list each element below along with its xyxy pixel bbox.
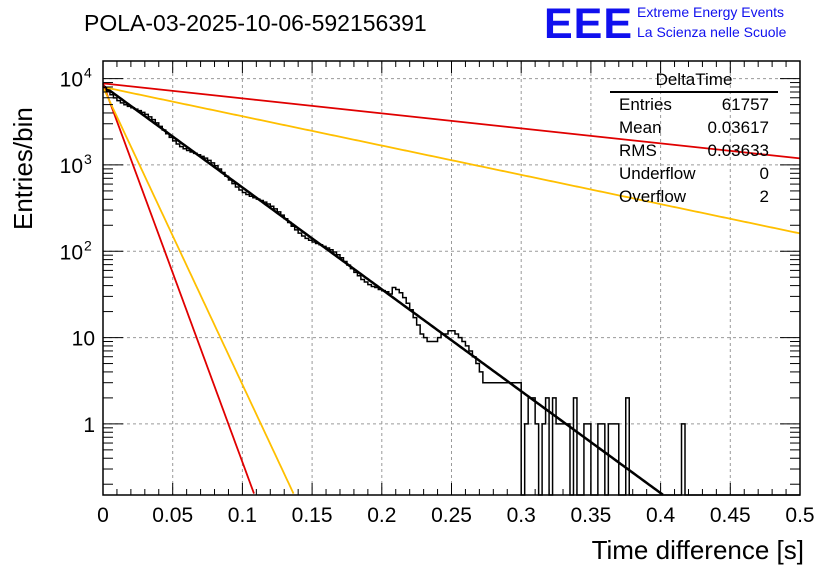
x-tick-label: 0.4 [646, 504, 676, 527]
stats-row: Underflow 0 [612, 162, 776, 185]
x-tick-label: 0.05 [152, 504, 193, 527]
curve-slow-red [102, 82, 801, 160]
curve-slow-yellow [102, 86, 801, 235]
eee-logo: EEE [544, 0, 634, 48]
y-tick-label: 1 [83, 414, 95, 437]
y-tick-exponent: 3 [84, 151, 92, 167]
logo-line-2: La Scienza nelle Scuole [637, 24, 787, 40]
stats-value: 61757 [721, 95, 769, 114]
logo-line-1: Extreme Energy Events [637, 4, 785, 20]
curve-fast-yellow [102, 86, 295, 494]
chart-title: POLA-03-2025-10-06-592156391 [84, 10, 427, 36]
y-tick-exponent: 2 [84, 237, 92, 253]
curve-fast-red [102, 83, 255, 494]
grid-lines [103, 61, 800, 495]
stats-value: 0 [759, 164, 769, 183]
stats-label: Mean [619, 118, 662, 137]
stats-row: Overflow 2 [612, 185, 776, 208]
stats-row: RMS 0.03633 [612, 139, 776, 162]
x-tick-label: 0.1 [228, 504, 257, 527]
x-tick-label: 0.15 [292, 504, 333, 527]
stats-title: DeltaTime [610, 70, 778, 93]
x-tick-label: 0.2 [367, 504, 396, 527]
axis-ticks [102, 61, 801, 495]
x-tick-label: 0.3 [507, 504, 536, 527]
x-tick-label: 0.35 [570, 504, 611, 527]
y-axis-label: Entries/bin [8, 107, 38, 230]
y-tick-label: 10 [60, 69, 83, 92]
x-tick-label: 0 [97, 504, 109, 527]
x-tick-label: 0.45 [710, 504, 751, 527]
stats-label: RMS [619, 141, 657, 160]
y-tick-label: 10 [72, 328, 95, 351]
stats-label: Entries [619, 95, 672, 114]
stats-box: DeltaTime Entries 61757 Mean 0.03617 RMS… [610, 70, 778, 208]
stats-value: 2 [759, 187, 769, 206]
x-axis-label: Time difference [s] [591, 535, 804, 565]
y-tick-label: 10 [60, 155, 83, 178]
stats-row: Entries 61757 [612, 93, 776, 116]
x-tick-label: 0.25 [431, 504, 472, 527]
stats-row: Mean 0.03617 [612, 116, 776, 139]
stats-value: 0.03617 [707, 118, 769, 137]
stats-value: 0.03633 [707, 141, 769, 160]
stats-label: Overflow [619, 187, 687, 206]
stats-label: Underflow [619, 164, 696, 183]
y-tick-exponent: 4 [84, 65, 92, 81]
y-tick-label: 10 [60, 241, 83, 264]
x-tick-label: 0.5 [785, 504, 814, 527]
x-tick-labels: 0 0.05 0.1 0.15 0.2 0.25 0.3 0.35 0.4 0.45 0.5 [97, 504, 814, 527]
